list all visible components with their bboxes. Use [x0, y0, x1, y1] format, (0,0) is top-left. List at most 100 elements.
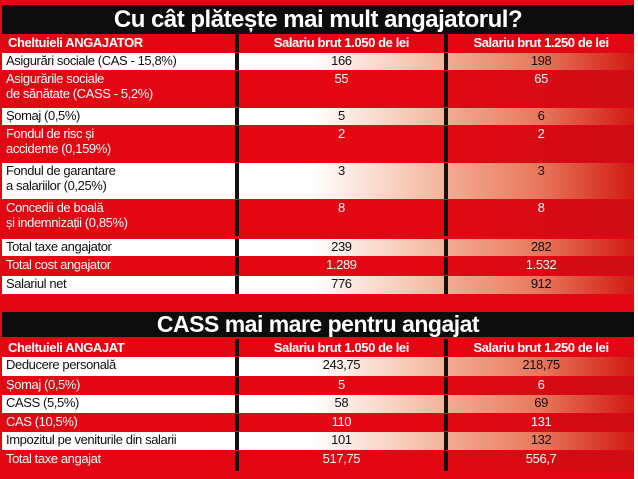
column-divider — [234, 34, 239, 52]
column-divider — [444, 34, 449, 52]
header-label: Cheltuieli ANGAJAT — [2, 339, 235, 356]
table-row: Asigurările sociale de sănătate (CASS - 5… — [2, 71, 634, 107]
row-label: CAS (10,5%) — [6, 414, 78, 429]
header-col-1250: Salariu brut 1.250 de lei — [448, 339, 634, 356]
value-1250: 282 — [530, 239, 552, 254]
row-label: Concedii de boală — [6, 200, 104, 215]
value-1050: 517,75 — [322, 451, 361, 466]
row-label: Impozitul pe veniturile din salarii — [6, 432, 177, 447]
column-divider — [234, 339, 239, 356]
column-divider — [234, 200, 239, 236]
column-divider — [234, 71, 239, 107]
column-divider — [444, 126, 449, 162]
column-divider — [444, 71, 449, 107]
table-row: Deducere personală 243,75 218,75 — [2, 357, 634, 376]
column-divider — [234, 357, 239, 376]
table-row: Fondul de risc și accidente (0,159%) 2 2 — [2, 126, 634, 162]
employer-title: Cu cât plătește mai mult angajatorul? — [2, 5, 634, 34]
column-divider — [444, 53, 449, 70]
employee-title: CASS mai mare pentru angajat — [2, 312, 634, 337]
value-1050: 5 — [337, 108, 345, 123]
value-1050: 776 — [331, 276, 352, 291]
column-divider — [234, 257, 239, 275]
row-label-line2: accidente (0,159%) — [6, 141, 111, 156]
column-divider — [234, 126, 239, 162]
value-1250: 2 — [537, 126, 545, 141]
value-1250: 3 — [537, 163, 545, 178]
column-divider — [444, 395, 449, 413]
table-row: Asigurări sociale (CAS - 15,8%) 166 198 — [2, 53, 634, 70]
value-1050: 55 — [334, 71, 349, 86]
row-label: Total cost angajator — [6, 257, 111, 272]
value-1050: 3 — [337, 163, 345, 178]
header-col-1050: Salariu brut 1.050 de lei — [238, 34, 445, 52]
value-1250: 912 — [530, 276, 552, 291]
value-1250: 65 — [534, 71, 548, 86]
column-divider — [444, 432, 449, 450]
column-divider — [234, 395, 239, 413]
column-divider — [234, 108, 239, 125]
row-label: CASS (5,5%) — [6, 395, 79, 410]
table-row: Fondul de garantare a salariilor (0,25%) … — [2, 163, 634, 199]
row-label-line2: a salariilor (0,25%) — [6, 178, 107, 193]
column-divider — [234, 414, 239, 431]
column-divider — [444, 377, 449, 394]
row-label-line2: și indemnizații (0,85%) — [6, 215, 128, 230]
table-row: Total taxe angajator 239 282 — [2, 239, 634, 256]
column-divider — [234, 432, 239, 450]
value-1050: 239 — [331, 239, 352, 254]
row-label: Fondul de risc și — [6, 126, 94, 141]
value-1250: 556,7 — [525, 451, 557, 466]
page-margin — [634, 0, 638, 479]
value-1050: 5 — [337, 377, 345, 392]
table-row: Concedii de boală și indemnizații (0,85%)… — [2, 200, 634, 236]
header-col-1050: Salariu brut 1.050 de lei — [238, 339, 445, 356]
column-divider — [444, 200, 449, 236]
value-1250: 198 — [530, 53, 552, 68]
table-row: Șomaj (0,5%) 5 6 — [2, 377, 634, 394]
header-col-1250: Salariu brut 1.250 de lei — [448, 34, 634, 52]
value-1250: 6 — [537, 377, 545, 392]
table-row: CAS (10,5%) 110 131 — [2, 414, 634, 431]
row-label: Deducere personală — [6, 357, 116, 372]
row-label: Total taxe angajator — [6, 239, 112, 254]
column-divider — [444, 339, 449, 356]
value-1050: 166 — [331, 53, 352, 68]
table-row: Șomaj (0,5%) 5 6 — [2, 108, 634, 125]
row-label: Asigurările sociale — [6, 71, 104, 86]
employer-table-header: Cheltuieli ANGAJATOR Salariu brut 1.050 … — [2, 34, 634, 52]
column-divider — [444, 451, 449, 471]
value-1250: 6 — [537, 108, 545, 123]
column-divider — [444, 108, 449, 125]
row-label: Salariul net — [6, 276, 67, 291]
row-label-line2: de sănătate (CASS - 5,2%) — [6, 86, 153, 101]
column-divider — [444, 357, 449, 376]
table-row: Salariul net 776 912 — [2, 276, 634, 294]
value-1050: 110 — [331, 414, 352, 429]
header-label: Cheltuieli ANGAJATOR — [2, 34, 235, 52]
column-divider — [444, 163, 449, 199]
row-label: Șomaj (0,5%) — [6, 108, 80, 123]
column-divider — [444, 414, 449, 431]
table-row: Impozitul pe veniturile din salarii 101 … — [2, 432, 634, 450]
value-1250: 1.532 — [525, 257, 557, 272]
column-divider — [234, 276, 239, 294]
row-label: Asigurări sociale (CAS - 15,8%) — [6, 53, 177, 68]
value-1050: 58 — [334, 395, 349, 410]
column-divider — [234, 451, 239, 471]
value-1250: 69 — [534, 395, 548, 410]
value-1050: 2 — [337, 126, 345, 141]
column-divider — [234, 53, 239, 70]
table-row: CASS (5,5%) 58 69 — [2, 395, 634, 413]
employee-table-header: Cheltuieli ANGAJAT Salariu brut 1.050 de… — [2, 339, 634, 356]
column-divider — [234, 239, 239, 256]
value-1050: 8 — [337, 200, 345, 215]
table-row: Total cost angajator 1.289 1.532 — [2, 257, 634, 275]
column-divider — [234, 377, 239, 394]
value-1050: 243,75 — [322, 357, 361, 372]
column-divider — [444, 257, 449, 275]
value-1250: 131 — [530, 414, 552, 429]
column-divider — [444, 239, 449, 256]
row-label: Fondul de garantare — [6, 163, 116, 178]
